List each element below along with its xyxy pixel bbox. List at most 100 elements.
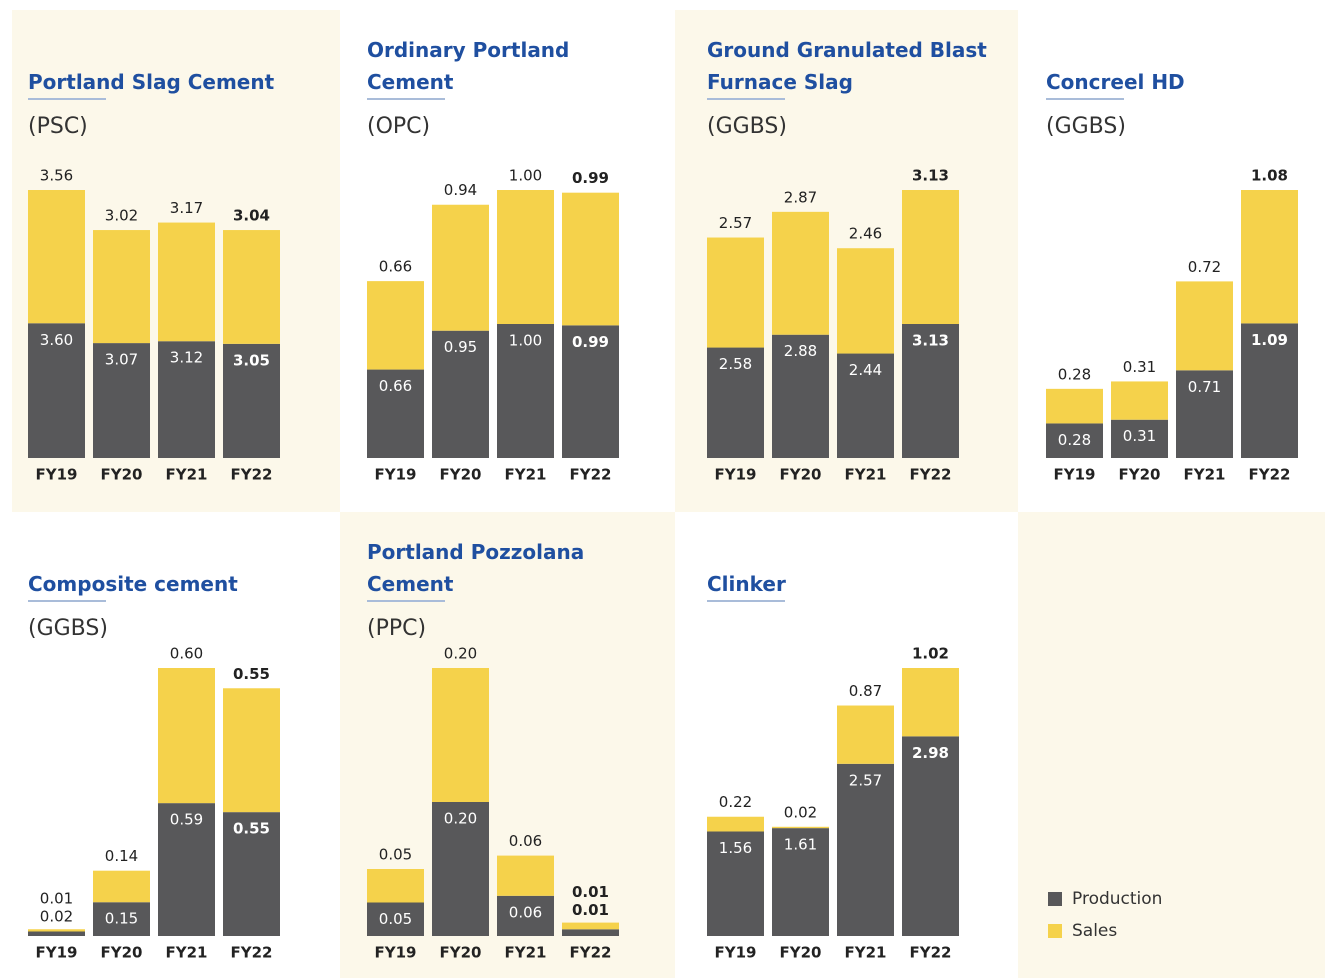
- sales-bar: [772, 211, 829, 335]
- chart-title: Concreel HD: [1046, 70, 1185, 94]
- production-label: 0.95: [444, 338, 477, 356]
- production-label: 2.88: [784, 342, 817, 360]
- sales-bar: [432, 204, 489, 331]
- sales-label: 0.28: [1058, 365, 1091, 383]
- production-label: 3.60: [40, 331, 73, 349]
- chart-title: Portland Slag Cement: [28, 70, 275, 94]
- sales-label: 1.00: [509, 167, 542, 185]
- sales-bar: [707, 237, 764, 348]
- sales-label: 0.20: [444, 645, 477, 663]
- production-label: 3.05: [233, 351, 270, 369]
- sales-label: 0.99: [572, 169, 609, 187]
- x-tick-label: FY19: [1054, 466, 1096, 484]
- chart-subtitle: (PPC): [367, 616, 427, 641]
- x-tick-label: FY22: [570, 944, 612, 962]
- x-tick-label: FY19: [36, 944, 78, 962]
- sales-bar: [28, 190, 85, 324]
- sales-label: 0.72: [1188, 258, 1221, 276]
- x-tick-label: FY20: [780, 944, 822, 962]
- sales-label: 0.66: [379, 258, 412, 276]
- production-bar: [562, 929, 619, 936]
- bars: 0.66 0.66 FY19 0.95 0.94 FY20 1.00 1.00 FY21 0.99…: [367, 167, 619, 484]
- production-label: 3.13: [912, 332, 949, 350]
- production-label: 2.44: [849, 361, 882, 379]
- x-tick-label: FY19: [715, 466, 757, 484]
- production-label: 2.98: [912, 744, 949, 762]
- x-tick-label: FY22: [910, 944, 952, 962]
- title-rule: [1046, 98, 1124, 100]
- title-rule: [28, 98, 106, 100]
- production-bar: [497, 895, 554, 936]
- production-label: 3.07: [105, 351, 138, 369]
- x-tick-label: FY21: [166, 944, 208, 962]
- sales-bar: [28, 929, 85, 932]
- sales-label: 3.04: [233, 207, 270, 225]
- sales-bar: [158, 222, 215, 342]
- x-tick-label: FY21: [505, 466, 547, 484]
- sales-bar: [562, 922, 619, 930]
- sales-bar: [902, 668, 959, 737]
- production-label: 0.01: [572, 901, 609, 919]
- production-bar: [432, 802, 489, 936]
- sales-label: 3.02: [105, 207, 138, 225]
- bars: 2.58 2.57 FY19 2.88 2.87 FY20 2.44 2.46 FY21 3.13…: [707, 167, 959, 484]
- bars: 3.60 3.56 FY19 3.07 3.02 FY20 3.12 3.17 FY21 3.05…: [28, 167, 280, 484]
- sales-bar: [837, 705, 894, 764]
- sales-bar: [497, 855, 554, 896]
- sales-label: 0.87: [849, 682, 882, 700]
- panel: Concreel HD (GGBS) 0.28 0.28 FY19 0.31 0.31 FY2…: [1018, 10, 1325, 512]
- production-label: 0.02: [40, 908, 73, 926]
- chart-subtitle: (GGBS): [707, 114, 787, 139]
- x-tick-label: FY19: [375, 944, 417, 962]
- production-label: 1.00: [509, 332, 542, 350]
- x-tick-label: FY21: [166, 466, 208, 484]
- x-tick-label: FY22: [231, 466, 273, 484]
- chart-subtitle: (GGBS): [28, 616, 108, 641]
- production-bar: [497, 324, 554, 458]
- x-tick-label: FY20: [440, 466, 482, 484]
- production-label: 0.99: [572, 333, 609, 351]
- production-bar: [1046, 423, 1103, 458]
- x-tick-label: FY20: [101, 466, 143, 484]
- sales-label: 0.22: [719, 793, 752, 811]
- sales-bar: [562, 192, 619, 326]
- legend-item: Production: [1048, 889, 1162, 909]
- sales-bar: [158, 668, 215, 804]
- production-bar: [902, 736, 959, 936]
- panel: Clinker 1.56 0.22 FY19 1.61 0.02 FY20 2.57 0.87 F…: [675, 512, 1018, 978]
- production-bar: [772, 828, 829, 936]
- legend-label: Production: [1072, 889, 1163, 909]
- legend-swatch: [1048, 892, 1062, 906]
- production-bar: [837, 353, 894, 458]
- x-tick-label: FY19: [375, 466, 417, 484]
- production-bar: [1111, 419, 1168, 458]
- chart-title: Composite cement: [28, 572, 238, 596]
- production-bar: [93, 343, 150, 458]
- legend-swatch: [1048, 924, 1062, 938]
- production-bar: [28, 931, 85, 936]
- production-bar: [707, 831, 764, 936]
- sales-label: 3.17: [170, 199, 203, 217]
- production-bar: [158, 803, 215, 936]
- sales-bar: [1241, 190, 1298, 324]
- x-tick-label: FY22: [570, 466, 612, 484]
- x-tick-label: FY20: [780, 466, 822, 484]
- sales-label: 0.94: [444, 181, 477, 199]
- x-tick-label: FY20: [1119, 466, 1161, 484]
- title-rule: [28, 600, 106, 602]
- x-tick-label: FY21: [505, 944, 547, 962]
- x-tick-label: FY21: [1184, 466, 1226, 484]
- sales-label: 0.05: [379, 846, 412, 864]
- title-rule: [367, 98, 445, 100]
- bars: 0.05 0.05 FY19 0.20 0.20 FY20 0.06 0.06 FY21 0.01…: [367, 645, 619, 962]
- sales-label: 3.13: [912, 167, 949, 185]
- production-label: 0.71: [1188, 378, 1221, 396]
- chart-title: Ground Granulated Blast Furnace Slag: [707, 38, 987, 94]
- production-label: 0.31: [1123, 427, 1156, 445]
- sales-label: 2.57: [719, 214, 752, 232]
- production-label: 0.06: [509, 903, 542, 921]
- production-bar: [707, 347, 764, 458]
- production-bar: [28, 323, 85, 458]
- production-label: 1.56: [719, 839, 752, 857]
- panel: Portland Slag Cement (PSC) 3.60 3.56 FY19 3.0…: [12, 10, 340, 512]
